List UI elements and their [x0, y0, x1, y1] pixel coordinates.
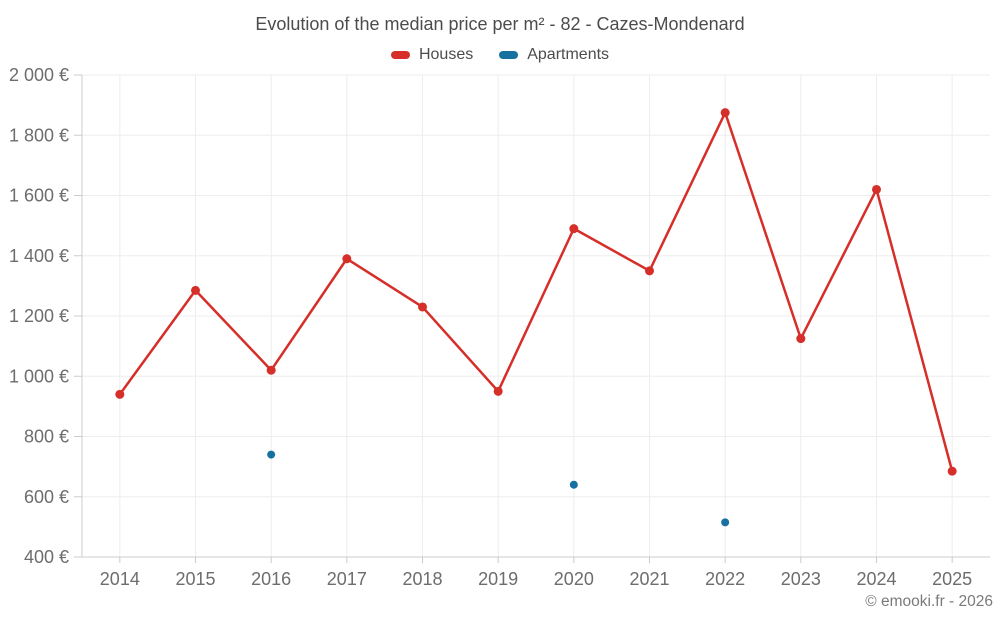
- apartments-data-point: [721, 518, 730, 527]
- y-tick-label: 800 €: [24, 427, 69, 447]
- y-tick-label: 1 000 €: [9, 366, 69, 386]
- y-tick-label: 400 €: [24, 547, 69, 567]
- x-tick-label: 2025: [932, 569, 972, 589]
- x-tick-label: 2023: [781, 569, 821, 589]
- chart-legend: Houses Apartments: [0, 46, 1000, 64]
- houses-data-point: [796, 334, 806, 344]
- houses-line: [118, 111, 954, 473]
- y-tick-label: 1 400 €: [9, 246, 69, 266]
- x-tick-label: 2015: [175, 569, 215, 589]
- x-tick-label: 2022: [705, 569, 745, 589]
- y-tick-label: 600 €: [24, 487, 69, 507]
- houses-data-point: [266, 365, 276, 375]
- houses-data-point: [947, 466, 957, 476]
- x-tick-label: 2018: [402, 569, 442, 589]
- x-tick-label: 2017: [327, 569, 367, 589]
- legend-label-houses: Houses: [418, 46, 474, 63]
- houses-data-point: [191, 285, 200, 295]
- y-tick-label: 1 800 €: [9, 125, 69, 145]
- apartments-legend-swatch-icon: [499, 51, 519, 59]
- houses-data-point: [418, 302, 427, 312]
- houses-data-point: [115, 389, 125, 399]
- apartments-data-point: [569, 480, 578, 489]
- legend-item-apartments[interactable]: Apartments: [499, 46, 609, 64]
- x-tick-label: 2019: [478, 569, 518, 589]
- apartments-data-point: [267, 450, 276, 459]
- houses-data-point: [645, 266, 654, 276]
- x-tick-label: 2020: [554, 569, 594, 589]
- houses-data-point: [493, 386, 503, 396]
- x-tick-label: 2016: [251, 569, 291, 589]
- houses-data-point: [872, 184, 881, 194]
- y-tick-label: 1 600 €: [9, 186, 69, 206]
- x-tick-label: 2014: [100, 569, 140, 589]
- houses-data-point: [342, 254, 352, 264]
- y-tick-label: 2 000 €: [9, 65, 69, 85]
- legend-label-apartments: Apartments: [527, 46, 610, 63]
- x-tick-label: 2024: [856, 569, 896, 589]
- houses-data-point: [720, 108, 730, 118]
- chart-title: Evolution of the median price per m² - 8…: [255, 14, 745, 34]
- copyright-note: © emooki.fr - 2026: [865, 593, 993, 610]
- legend-item-houses[interactable]: Houses: [390, 46, 474, 64]
- x-tick-label: 2021: [629, 569, 669, 589]
- houses-data-point: [569, 224, 579, 234]
- houses-legend-swatch-icon: [390, 51, 410, 59]
- y-tick-label: 1 200 €: [9, 306, 69, 326]
